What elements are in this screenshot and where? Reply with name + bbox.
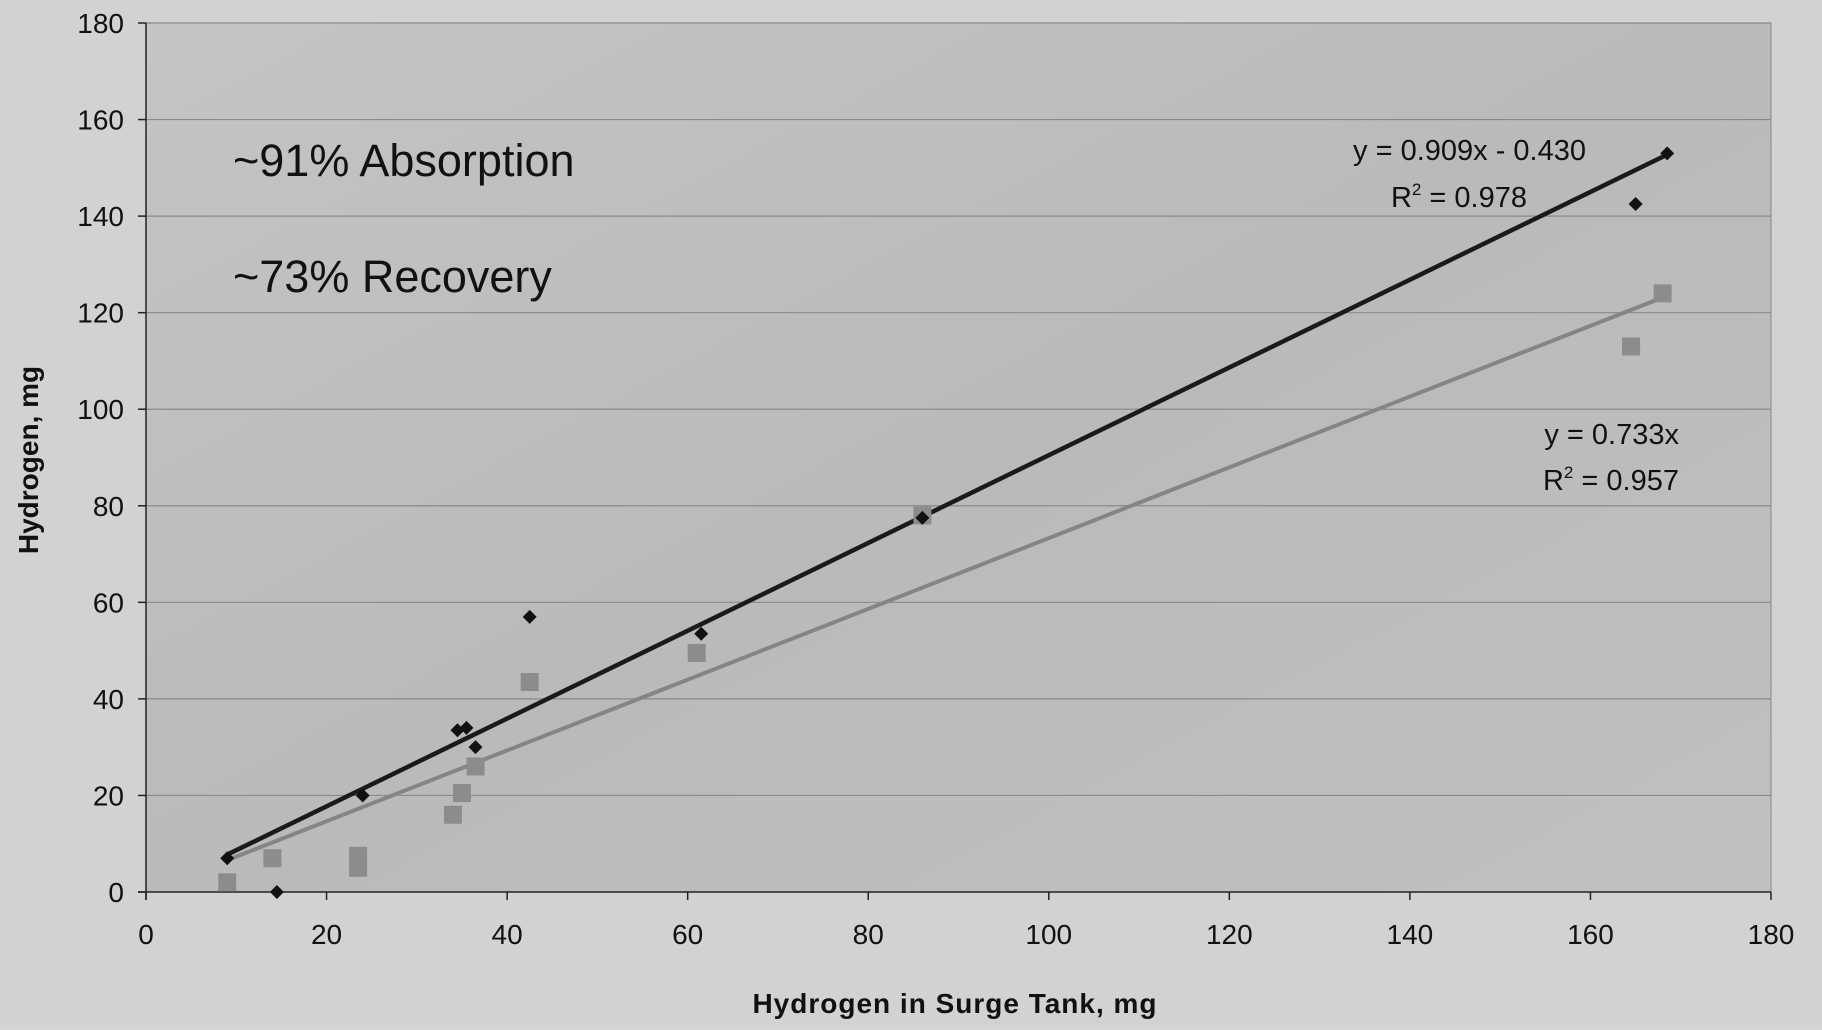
y-tick-label: 100 bbox=[77, 394, 124, 425]
x-tick-label: 100 bbox=[1025, 919, 1072, 950]
annotation-recovery: ~73% Recovery bbox=[233, 251, 552, 302]
data-point-square bbox=[452, 784, 471, 803]
x-tick-label: 20 bbox=[311, 919, 342, 950]
data-point-square bbox=[466, 757, 485, 776]
data-point-diamond bbox=[522, 609, 537, 624]
equation-label-series-2: y = 0.733x bbox=[1544, 419, 1679, 451]
y-tick-label: 40 bbox=[93, 684, 124, 715]
data-point-diamond bbox=[694, 626, 709, 641]
data-point-square bbox=[687, 644, 706, 663]
data-point-square bbox=[1622, 337, 1641, 356]
y-tick-label: 180 bbox=[77, 8, 124, 39]
y-axis-title: Hydrogen, mg bbox=[13, 366, 44, 554]
data-point-diamond bbox=[355, 788, 370, 803]
y-tick-label: 60 bbox=[93, 587, 124, 618]
y-tick-label: 120 bbox=[77, 298, 124, 329]
x-tick-label: 0 bbox=[138, 919, 154, 950]
x-axis-title: Hydrogen in Surge Tank, mg bbox=[752, 988, 1157, 1019]
plot-area bbox=[145, 22, 1772, 893]
y-tick-label: 160 bbox=[77, 105, 124, 136]
data-point-square bbox=[1653, 284, 1672, 303]
equation-label-series-1: y = 0.909x - 0.430 bbox=[1353, 135, 1586, 167]
x-tick-label: 180 bbox=[1748, 919, 1795, 950]
data-point-diamond bbox=[915, 510, 930, 525]
axes: 0 20 40 60 80 100 120 140 160 180 0 20 40 60 80 100 120 1… bbox=[77, 8, 1794, 950]
annotation-absorption: ~91% Absorption bbox=[233, 135, 575, 186]
r-squared-label-series-2: R2 = 0.957 bbox=[1543, 463, 1679, 497]
data-point-square bbox=[443, 805, 462, 824]
gridlines bbox=[146, 22, 1771, 797]
y-tick-label: 0 bbox=[108, 877, 124, 908]
x-tick-label: 40 bbox=[492, 919, 523, 950]
x-tick-label: 160 bbox=[1567, 919, 1614, 950]
r-squared-prefix: R bbox=[1391, 182, 1412, 214]
y-tick-label: 140 bbox=[77, 201, 124, 232]
r-squared-exponent: 2 bbox=[1564, 463, 1573, 482]
y-tick-label: 80 bbox=[93, 491, 124, 522]
r-squared-exponent: 2 bbox=[1412, 180, 1421, 199]
data-point-diamond bbox=[269, 885, 284, 899]
data-point-square bbox=[263, 849, 282, 868]
data-point-diamond bbox=[220, 851, 235, 866]
r-squared-label-series-1: R2 = 0.978 bbox=[1391, 180, 1527, 214]
y-tick-label: 20 bbox=[93, 780, 124, 811]
r-squared-prefix: R bbox=[1543, 465, 1564, 497]
trendline-series-1 bbox=[225, 152, 1670, 857]
x-tick-label: 80 bbox=[853, 919, 884, 950]
x-tick-label: 60 bbox=[672, 919, 703, 950]
data-point-square bbox=[520, 672, 539, 691]
r-squared-value: = 0.978 bbox=[1421, 182, 1527, 214]
data-point-square bbox=[349, 846, 368, 865]
data-markers bbox=[218, 146, 1675, 899]
data-point-diamond bbox=[1660, 146, 1675, 161]
data-point-diamond bbox=[1628, 197, 1643, 212]
data-point-diamond bbox=[459, 720, 474, 735]
x-tick-label: 140 bbox=[1387, 919, 1434, 950]
r-squared-value: = 0.957 bbox=[1573, 465, 1679, 497]
x-tick-label: 120 bbox=[1206, 919, 1253, 950]
data-point-diamond bbox=[468, 740, 483, 755]
data-point-square bbox=[218, 873, 237, 892]
